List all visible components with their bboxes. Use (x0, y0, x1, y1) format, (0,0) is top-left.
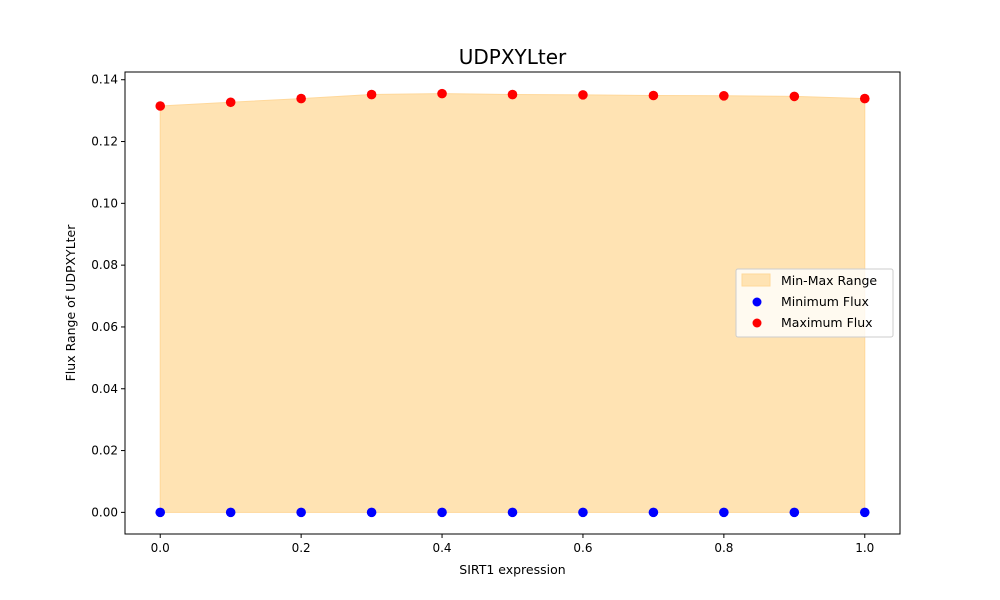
minimum-flux-point (437, 507, 447, 518)
maximum-flux-point (719, 91, 729, 101)
y-tick-label: 0.12 (91, 135, 118, 149)
x-tick-label: 0.2 (292, 541, 311, 555)
y-tick-label: 0.10 (91, 196, 118, 210)
legend-marker-max (752, 318, 762, 328)
legend-box (735, 268, 894, 338)
x-tick-label: 0.4 (432, 541, 451, 555)
maximum-flux-point (507, 89, 518, 100)
x-tick-label: 0.6 (573, 541, 592, 555)
y-tick-label: 0.02 (91, 444, 118, 458)
y-tick-label: 0.08 (91, 258, 118, 272)
legend-swatch-range (741, 273, 771, 287)
y-tick-label: 0.00 (91, 505, 118, 519)
maximum-flux-point (366, 89, 377, 100)
maximum-flux-point (578, 90, 588, 100)
minimum-flux-point (366, 507, 377, 518)
legend-label-range: Min-Max Range (781, 273, 877, 288)
minimum-flux-point (859, 507, 870, 518)
maximum-flux-point (296, 93, 306, 104)
minimum-flux-point (507, 507, 518, 518)
y-axis-label: Flux Range of UDPXYLter (63, 224, 78, 382)
minimum-flux-point (578, 507, 588, 518)
minimum-flux-point (225, 507, 236, 518)
y-tick-label: 0.06 (91, 320, 118, 334)
maximum-flux-point (437, 88, 447, 99)
x-tick-label: 0.0 (151, 541, 170, 555)
legend-marker-min (752, 297, 762, 307)
minimum-flux-point (789, 507, 800, 518)
plot-frame (124, 71, 901, 535)
legend-label-max: Maximum Flux (781, 315, 873, 330)
minimum-flux-point (648, 507, 659, 518)
x-tick-label: 0.8 (714, 541, 733, 555)
maximum-flux-point (155, 101, 166, 111)
x-axis-label: SIRT1 expression (459, 562, 565, 577)
minimum-flux-point (155, 507, 166, 518)
plot-area (155, 88, 870, 518)
y-tick-label: 0.04 (91, 382, 118, 396)
x-tick-label: 1.0 (855, 541, 874, 555)
legend-label-min: Minimum Flux (781, 294, 869, 309)
chart-title: UDPXYLter (459, 45, 567, 69)
legend: Min-Max Range Minimum Flux Maximum Flux (735, 268, 894, 338)
y-tick-label: 0.14 (91, 73, 118, 87)
minimum-flux-point (719, 507, 729, 518)
maximum-flux-point (859, 93, 870, 104)
x-axis: 0.0 0.2 0.4 0.6 0.8 1.0 (151, 534, 874, 555)
maximum-flux-point (789, 91, 800, 102)
minimum-flux-point (296, 507, 306, 518)
maximum-flux-point (225, 97, 236, 108)
maximum-flux-point (648, 90, 659, 101)
y-axis: 0.00 0.02 0.04 0.06 0.08 0.10 0.12 0.14 (91, 73, 125, 519)
